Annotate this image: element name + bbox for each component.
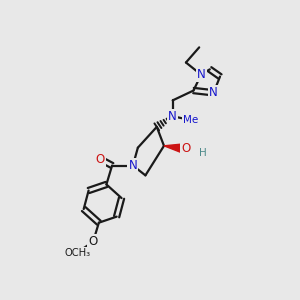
Text: N: N (197, 68, 206, 81)
Text: N: N (168, 110, 177, 123)
Text: Me: Me (183, 115, 199, 125)
Text: H: H (199, 148, 207, 158)
Text: O: O (95, 153, 105, 166)
Text: O: O (88, 235, 98, 248)
Text: OCH₃: OCH₃ (64, 248, 90, 258)
Text: O: O (181, 142, 190, 155)
Text: N: N (128, 159, 137, 172)
Text: N: N (209, 86, 218, 99)
Polygon shape (164, 144, 187, 154)
